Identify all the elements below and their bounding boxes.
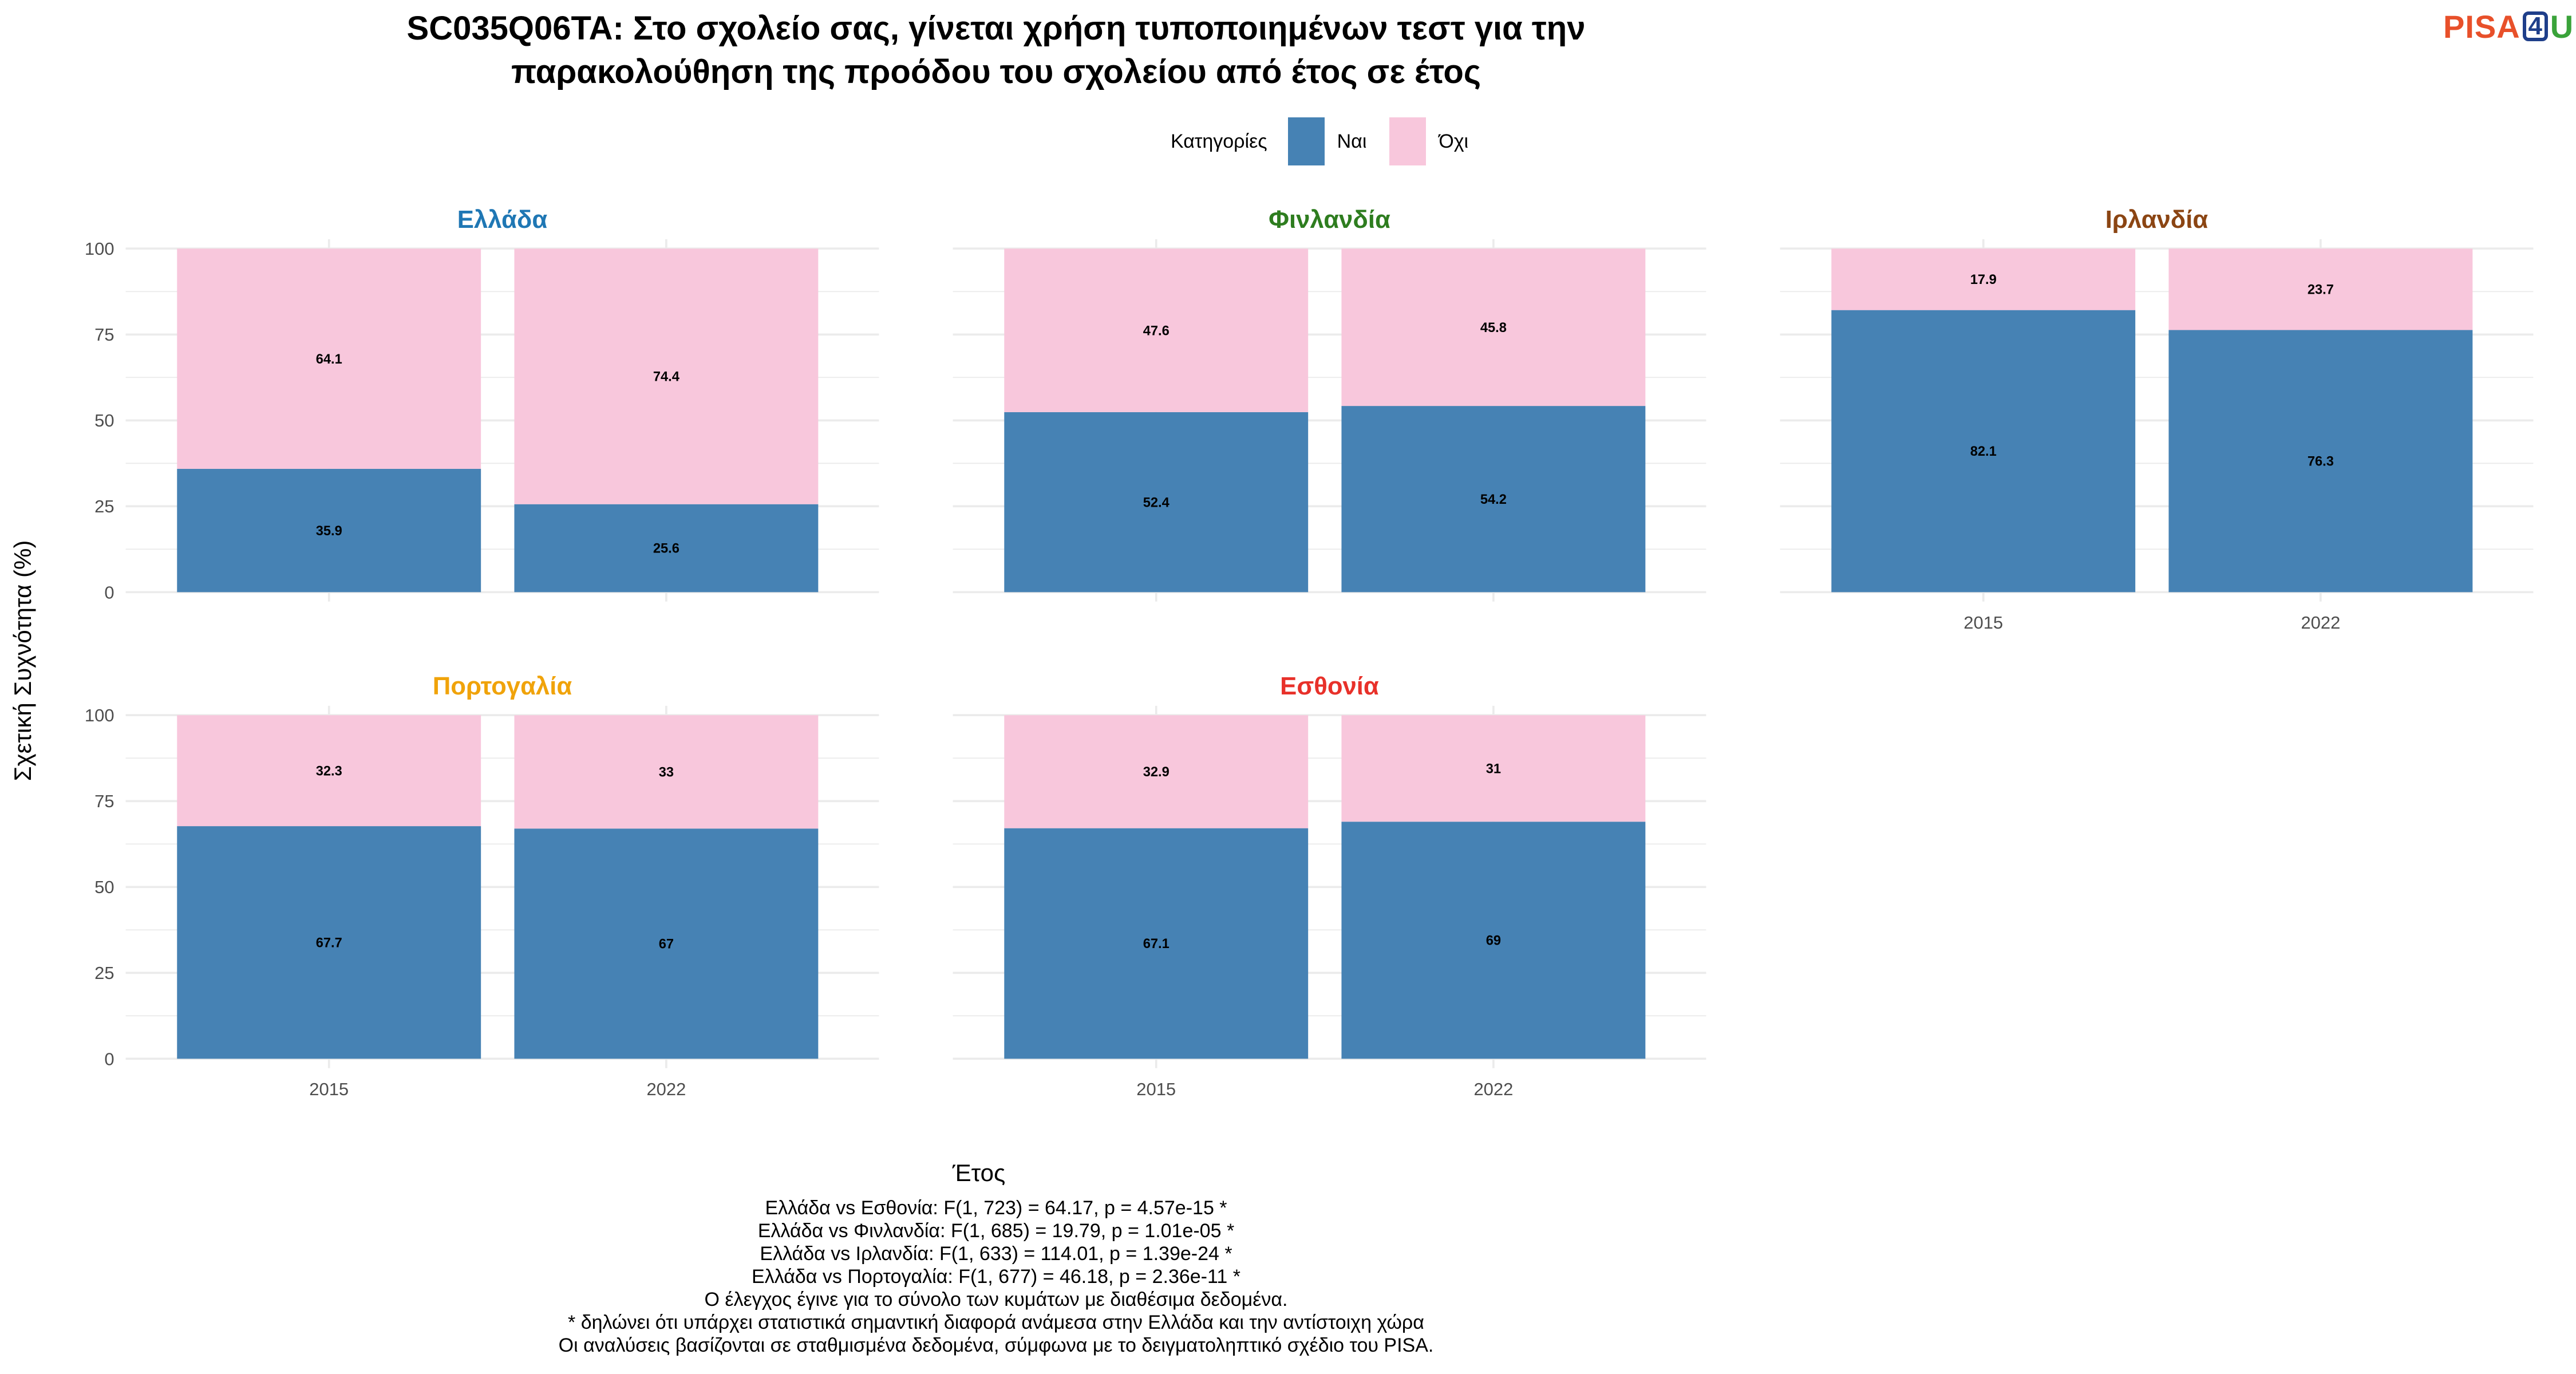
y-tick-label: 100 (85, 239, 114, 259)
x-tick-label: 2015 (1136, 1079, 1176, 1099)
facet-title: Φινλανδία (1269, 206, 1390, 234)
value-label-ochi: 33 (659, 765, 674, 780)
bar-ochi (2168, 248, 2473, 330)
facet-title: Εσθονία (1280, 672, 1379, 700)
y-tick-label: 75 (94, 791, 114, 811)
facet-title: Πορτογαλία (433, 672, 572, 700)
footnote-line: Ελλάδα vs Ιρλανδία: F(1, 633) = 114.01, … (760, 1243, 1232, 1265)
legend-label-nai: Ναι (1337, 130, 1367, 152)
value-label-nai: 67 (659, 937, 674, 951)
facet-panel: Ελλάδα 35.9 64.1 25.6 74.4 0 25 50 75 100 (85, 206, 879, 602)
bar-nai (1341, 822, 1646, 1059)
value-label-nai: 52.4 (1143, 495, 1170, 510)
pisa4u-logo: PISA 4 U (2443, 8, 2574, 45)
y-tick-label: 50 (94, 410, 114, 431)
value-label-ochi: 45.8 (1480, 321, 1507, 335)
value-label-ochi: 47.6 (1143, 323, 1170, 338)
y-tick-label: 100 (85, 705, 114, 725)
x-tick-label: 2022 (2301, 613, 2340, 633)
facet-panel: Φινλανδία 52.4 47.6 54.2 45.8 (953, 206, 1706, 602)
bar-ochi (177, 715, 481, 827)
x-tick-label: 2015 (1963, 613, 2003, 633)
x-tick-label: 2022 (1473, 1079, 1513, 1099)
footnote-line: * δηλώνει ότι υπάρχει στατιστικά σημαντι… (568, 1312, 1424, 1333)
value-label-nai: 54.2 (1480, 492, 1507, 507)
facet-panel: Ιρλανδία 82.1 17.9 2015 76.3 23.7 2022 (1780, 206, 2534, 633)
legend-label-ochi: Όχι (1439, 130, 1469, 152)
facet-panel: Εσθονία 67.1 32.9 2015 69 31 2022 (953, 672, 1706, 1099)
bar-ochi (514, 248, 819, 504)
footnotes: Ελλάδα vs Εσθονία: F(1, 723) = 64.17, p … (0, 1197, 1992, 1357)
bar-ochi (1341, 248, 1646, 406)
bar-nai (177, 826, 481, 1059)
x-tick-label: 2015 (309, 1079, 349, 1099)
value-label-nai: 67.7 (316, 935, 342, 950)
bar-nai (2168, 330, 2473, 593)
bar-nai (1004, 828, 1309, 1059)
footnote-line: Ελλάδα vs Φινλανδία: F(1, 685) = 19.79, … (757, 1220, 1235, 1242)
bar-ochi (1831, 248, 2136, 310)
bar-ochi (1341, 715, 1646, 822)
value-label-nai: 25.6 (653, 542, 679, 556)
value-label-nai: 69 (1486, 933, 1501, 948)
bar-nai (514, 504, 819, 593)
y-tick-label: 0 (104, 1049, 114, 1069)
facet-title: Ιρλανδία (2105, 206, 2208, 234)
bar-ochi (1004, 248, 1309, 412)
footnote-line: Ελλάδα vs Πορτογαλία: F(1, 677) = 46.18,… (752, 1266, 1240, 1288)
value-label-nai: 67.1 (1143, 937, 1170, 951)
chart-title-line-2: παρακολούθηση της προόδου του σχολείου α… (511, 53, 1481, 90)
y-tick-label: 75 (94, 325, 114, 345)
chart-title-line-1: SC035Q06TA: Στο σχολείο σας, γίνεται χρή… (406, 10, 1586, 47)
bar-nai (1831, 310, 2136, 593)
facet-title: Ελλάδα (457, 206, 548, 234)
value-label-ochi: 23.7 (2308, 283, 2334, 298)
footnote-line: Ο έλεγχος έγινε για το σύνολο των κυμάτω… (704, 1289, 1288, 1310)
bar-nai (177, 468, 481, 593)
bar-ochi (514, 715, 819, 829)
bar-nai (1341, 406, 1646, 593)
bar-nai (1004, 412, 1309, 593)
bar-ochi (1004, 715, 1309, 828)
value-label-ochi: 64.1 (316, 352, 342, 367)
y-tick-label: 50 (94, 877, 114, 897)
x-axis-title: Έτος (952, 1159, 1006, 1186)
footnote-line: Οι αναλύσεις βασίζονται σε σταθμισμένα δ… (558, 1334, 1434, 1356)
facet-panel: Πορτογαλία 67.7 32.3 2015 67 33 2022 0 25 50 75 100 (85, 672, 879, 1099)
bar-ochi (177, 248, 481, 469)
value-label-ochi: 32.9 (1143, 765, 1170, 780)
y-tick-label: 25 (94, 496, 114, 516)
value-label-ochi: 17.9 (1970, 273, 1997, 287)
bar-nai (514, 828, 819, 1059)
legend-title: Κατηγορίες (1171, 130, 1267, 152)
legend: Κατηγορίες Ναι Όχι (1171, 116, 1491, 167)
y-tick-label: 25 (94, 963, 114, 983)
y-axis-title: Σχετική Συχνότητα (%) (9, 540, 36, 781)
legend-key-nai (1287, 117, 1325, 165)
y-tick-label: 0 (104, 582, 114, 602)
footnote-line: Ελλάδα vs Εσθονία: F(1, 723) = 64.17, p … (765, 1197, 1227, 1219)
value-label-ochi: 31 (1486, 761, 1501, 776)
value-label-ochi: 74.4 (653, 370, 680, 385)
value-label-nai: 82.1 (1970, 444, 1997, 459)
value-label-nai: 35.9 (316, 524, 342, 539)
legend-key-ochi (1389, 117, 1427, 165)
value-label-ochi: 32.3 (316, 764, 342, 779)
value-label-nai: 76.3 (2308, 455, 2334, 469)
x-tick-label: 2022 (646, 1079, 686, 1099)
